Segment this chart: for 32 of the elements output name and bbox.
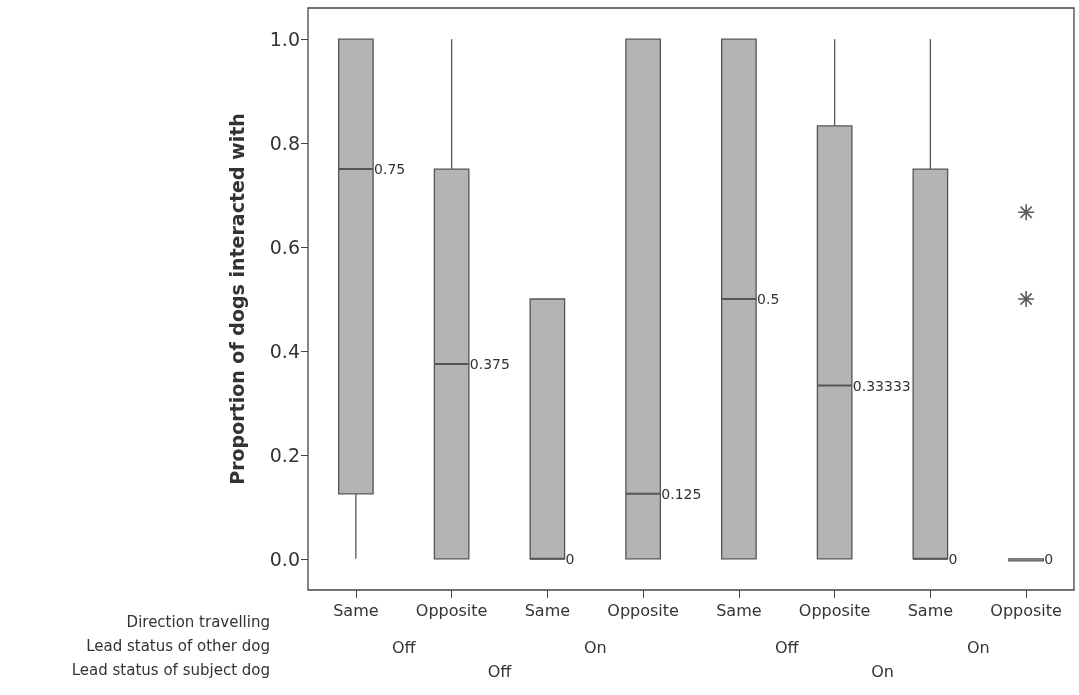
y-tick-label: 0.2 [269,443,300,466]
text: Off [487,661,513,681]
text: 0.33333 [852,377,911,394]
text: 0.375 [469,355,510,372]
text: Direction travelling [126,612,270,631]
text: 0.125 [661,485,702,502]
y-tick-label: 1.0 [269,28,300,51]
x-tick-label: Opposite [415,600,488,620]
text: 0 [948,550,958,567]
x-tick-label: Same [333,600,379,620]
text: 0.5 [757,291,780,307]
x-tick-label: Same [716,600,762,620]
text: On [583,637,607,657]
x-tick-label: Same [524,600,571,620]
x-tick-label: Opposite [990,600,1062,620]
text: 0 [1044,550,1054,567]
text: On [966,637,990,657]
x-tick-label: Opposite [607,600,679,620]
text: On [871,661,894,681]
text: Off [774,637,800,657]
y-tick-label: 0.4 [269,339,300,362]
y-tick-label: 0.6 [269,236,300,259]
x-tick-label: Opposite [798,600,871,620]
x-tick-label: Same [907,600,954,620]
text: 0 [565,550,575,567]
text: 0.75 [374,161,406,178]
text: Lead status of other dog [86,636,270,655]
text: Off [391,637,417,657]
y-tick-label: 0.8 [269,132,300,155]
y-tick-label: 0.0 [269,547,300,570]
text: Lead status of subject dog [71,660,270,679]
y-axis-title: Proportion of dogs interacted with [225,113,248,485]
